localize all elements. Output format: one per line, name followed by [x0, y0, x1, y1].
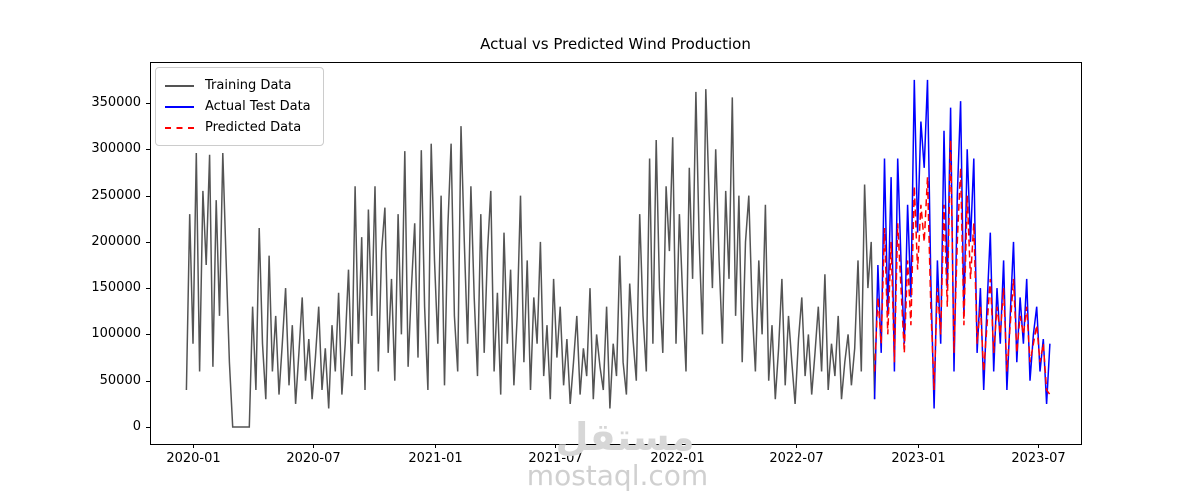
axes-spines [150, 62, 1082, 445]
legend-item-training: Training Data [165, 75, 311, 96]
x-tick-label: 2023-01 [891, 451, 946, 466]
y-tick-label: 50000 [99, 372, 141, 388]
y-tick-label: 350000 [91, 94, 141, 110]
legend-label-training: Training Data [205, 78, 292, 93]
legend-label-actual-test: Actual Test Data [205, 99, 311, 114]
predicted-line-sample [165, 126, 194, 129]
legend: Training Data Actual Test Data Predicted… [155, 67, 324, 146]
x-tick-label: 2022-07 [769, 451, 824, 466]
y-tick-label: 300000 [91, 140, 141, 156]
y-tick-label: 100000 [91, 325, 141, 341]
legend-label-predicted: Predicted Data [205, 120, 302, 135]
x-tick-label: 2022-01 [650, 451, 705, 466]
x-tick-label: 2021-07 [528, 451, 583, 466]
y-tick-label: 0 [132, 418, 141, 434]
series-training-data [185, 89, 876, 428]
x-tick-label: 2023-07 [1011, 451, 1066, 466]
training-line-sample [165, 84, 194, 87]
y-tick-label: 250000 [91, 187, 141, 203]
series-actual-test-data [873, 79, 1051, 409]
legend-item-predicted: Predicted Data [165, 117, 311, 138]
y-tick-label: 200000 [91, 233, 141, 249]
x-tick-label: 2021-01 [408, 451, 463, 466]
x-tick-label: 2020-07 [286, 451, 341, 466]
chart-title: Actual vs Predicted Wind Production [480, 35, 751, 53]
legend-item-actual-test: Actual Test Data [165, 96, 311, 117]
series-predicted-data [873, 139, 1051, 396]
actual-test-line-sample [165, 105, 194, 108]
x-tick-label: 2020-01 [166, 451, 221, 466]
y-tick-label: 150000 [91, 279, 141, 295]
